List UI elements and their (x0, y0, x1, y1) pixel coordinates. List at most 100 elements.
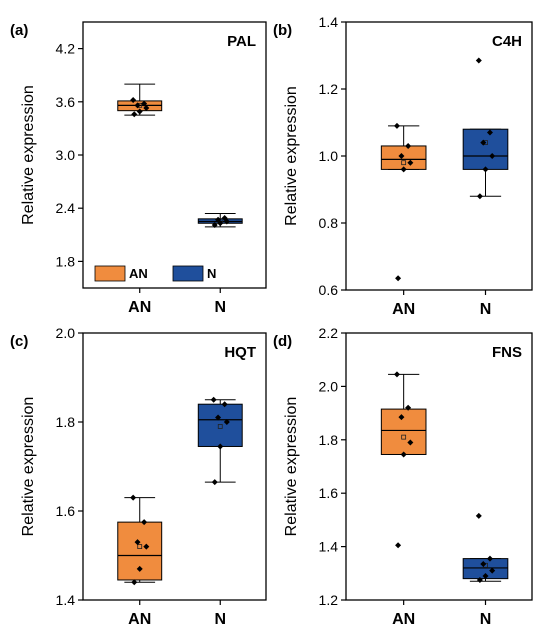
y-tick-label: 2.0 (56, 325, 76, 341)
data-point (141, 519, 148, 526)
data-point (475, 57, 482, 64)
y-axis-label: Relative expression (20, 397, 37, 537)
panel-c4h: 0.6 0.8 1.0 1.2 1.4 Relative expression (b) C4H… (273, 14, 533, 318)
x-tick-label: AN (128, 299, 151, 316)
y-tick-label: 1.4 (319, 14, 339, 30)
plot-frame (345, 332, 533, 601)
data-point (141, 100, 148, 107)
y-tick-label: 0.8 (319, 215, 339, 231)
box-n (197, 396, 243, 486)
y-tick-label: 1.0 (319, 148, 339, 164)
panel-letter: (c) (10, 333, 28, 350)
data-point (400, 451, 407, 458)
data-point (405, 404, 412, 411)
y-tick-label: 2.2 (319, 325, 339, 341)
data-point (215, 414, 222, 421)
box-an (117, 83, 163, 118)
legend: AN N (94, 265, 216, 282)
data-point (211, 222, 218, 229)
mean-marker (217, 424, 223, 429)
box-n (462, 512, 509, 583)
data-point (130, 97, 137, 104)
data-point (130, 494, 137, 501)
box-an (380, 122, 427, 282)
gene-title: C4H (492, 33, 522, 50)
data-point (482, 166, 489, 173)
data-point (210, 396, 217, 403)
data-point (400, 166, 407, 173)
box-n (462, 57, 509, 200)
data-point (393, 371, 400, 378)
data-point (489, 153, 496, 159)
legend-swatch-n (172, 265, 204, 282)
y-tick-label: 3.0 (56, 147, 76, 163)
data-point (215, 216, 222, 223)
panel-pal: 1.8 2.4 3.0 3.6 4.2 Relative expression (a) PAL… (10, 21, 267, 316)
y-axis-label: Relative expression (20, 85, 37, 225)
box-body (462, 128, 509, 170)
data-point (407, 159, 414, 166)
y-tick-label: 1.6 (56, 503, 76, 519)
gene-title: PAL (227, 33, 256, 50)
mean-marker (401, 434, 407, 440)
data-point (211, 479, 218, 486)
y-tick-label: 1.4 (319, 539, 339, 555)
data-point (405, 142, 412, 149)
y-tick-label: 1.8 (56, 253, 76, 269)
x-tick-label: N (480, 301, 492, 318)
panel-letter: (a) (10, 22, 28, 39)
box-an (380, 371, 427, 549)
y-tick-label: 2.0 (319, 378, 339, 394)
data-point (486, 129, 493, 136)
data-point (476, 576, 483, 583)
box-n (197, 213, 243, 229)
box-body (380, 145, 427, 170)
mean-marker (401, 160, 407, 166)
y-tick-label: 3.6 (56, 94, 76, 110)
legend-label: AN (129, 266, 148, 281)
plot-frame (82, 332, 267, 601)
data-point (134, 102, 141, 109)
data-point (131, 579, 138, 586)
plot-frame (82, 21, 267, 289)
data-point (136, 565, 143, 572)
data-point (395, 275, 402, 282)
x-tick-label: AN (392, 611, 415, 628)
data-point (143, 543, 150, 550)
y-tick-label: 4.2 (56, 41, 76, 57)
data-point (489, 567, 496, 574)
y-tick-label: 1.4 (56, 592, 76, 608)
data-point (476, 193, 483, 200)
data-point (217, 443, 224, 450)
box-body (380, 408, 427, 455)
data-point (486, 555, 493, 562)
x-tick-label: N (214, 611, 226, 628)
box-body (197, 403, 243, 447)
data-point (134, 539, 141, 546)
data-point (398, 153, 405, 159)
y-tick-label: 2.4 (56, 200, 76, 216)
data-point (480, 139, 487, 146)
data-point (223, 419, 230, 425)
data-point (136, 108, 143, 115)
y-axis-label: Relative expression (283, 397, 300, 537)
data-point (480, 560, 487, 567)
data-point (398, 414, 405, 421)
box-an (117, 494, 163, 586)
data-point (393, 122, 400, 129)
y-tick-label: 1.6 (319, 485, 339, 501)
panel-fns: 1.2 1.4 1.6 1.8 2.0 2.2 Relative expression (d)… (273, 325, 533, 628)
gene-title: HQT (224, 344, 256, 361)
y-tick-label: 0.6 (319, 282, 339, 298)
y-tick-label: 1.2 (319, 81, 339, 97)
panel-hqt: 1.4 1.6 1.8 2.0 Relative expression (c) HQT AN N (10, 325, 267, 628)
data-point (482, 572, 489, 579)
data-point (407, 439, 414, 446)
mean-marker (137, 544, 143, 549)
data-point (395, 542, 402, 549)
legend-swatch-an (94, 265, 126, 282)
data-point (131, 111, 138, 118)
y-tick-label: 1.8 (56, 414, 76, 430)
data-point (475, 512, 482, 519)
